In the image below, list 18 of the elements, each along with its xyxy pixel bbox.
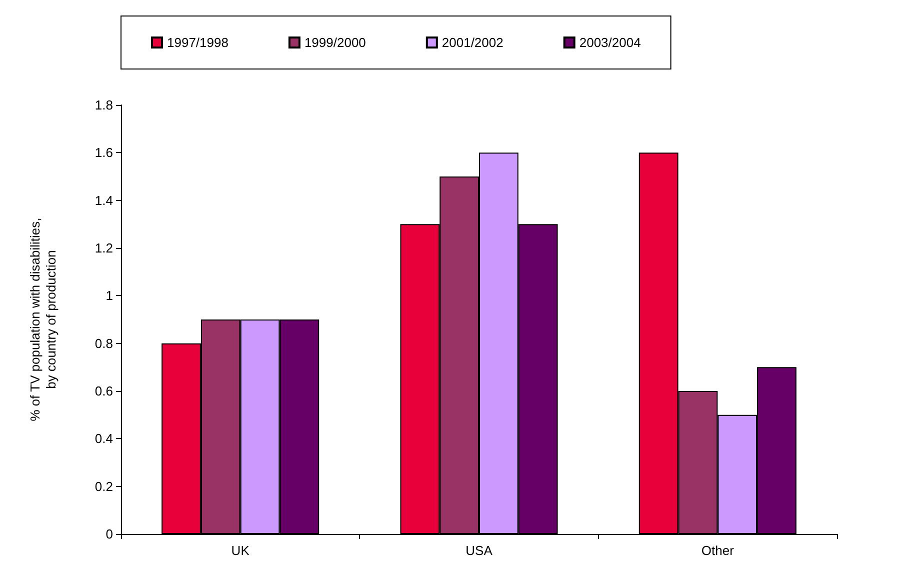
y-tick-label: 1: [106, 288, 113, 304]
legend-label: 2003/2004: [579, 35, 641, 50]
x-tick-label: UK: [231, 543, 250, 558]
x-tick-label: Other: [701, 543, 735, 558]
y-tick-label: 0.6: [94, 384, 113, 398]
legend-label: 1997/1998: [167, 35, 228, 50]
x-tick-label: USA: [466, 543, 493, 558]
legend-label: 2001/2002: [442, 35, 504, 50]
y-tick-label: 0.8: [94, 336, 113, 351]
y-tick-label: 1.8: [94, 98, 113, 112]
y-tick-label: 0: [106, 526, 113, 542]
legend-label: 1999/2000: [304, 35, 366, 50]
y-tick-label: 1.2: [94, 240, 113, 256]
y-tick-label: 1.6: [94, 145, 113, 160]
y-tick-label: 0.4: [94, 431, 113, 446]
y-tick-label: 0.2: [94, 478, 113, 494]
y-axis-title: % of TV population with disabilities, by country of production: [28, 218, 58, 422]
y-tick-label: 1.4: [94, 192, 113, 208]
